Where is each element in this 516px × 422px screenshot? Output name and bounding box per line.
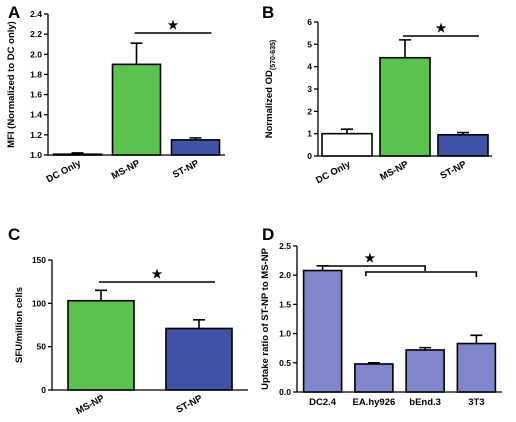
x-tick-label: ST-NP: [439, 159, 469, 182]
y-tick-label: 2.0: [279, 270, 291, 280]
y-tick-label: 2.2: [30, 29, 42, 39]
x-tick-label: 3T3: [468, 397, 484, 408]
bar-dc-only: [52, 153, 103, 156]
significance-star-icon: ★: [364, 251, 375, 265]
panel-c: C 0 50 100 150 SFU/million cells MS-NP ST-NP ★: [8, 225, 248, 417]
x-tick-label: MS-NP: [378, 159, 411, 183]
error-bar: [419, 346, 432, 350]
error-bar: [470, 334, 483, 344]
bar-3t3: [456, 342, 497, 393]
x-tick-label: bEnd.3: [409, 397, 441, 408]
x-tick-label: MS-NP: [110, 158, 143, 182]
panel-letter: C: [8, 225, 20, 244]
error-bar: [341, 128, 353, 134]
panel-letter: A: [8, 3, 20, 22]
y-axis-label: SFU/million cells: [14, 287, 25, 363]
bar-ms-np: [111, 63, 162, 156]
y-tick-label: 0.0: [279, 387, 291, 397]
error-bar: [71, 152, 84, 155]
bar-bend-3: [405, 349, 445, 393]
significance-line: [322, 265, 426, 271]
bar-st-np: [165, 327, 233, 391]
y-axis-label: Uptake ratio of ST-NP to MS-NP: [260, 247, 271, 389]
x-tick-label: ST-NP: [171, 158, 201, 181]
error-bar: [193, 319, 205, 329]
y-tick-label: 4: [307, 62, 312, 72]
y-tick-label: 0: [41, 385, 46, 395]
y-tick-label: 2.5: [279, 241, 291, 251]
bar-ms-np: [379, 56, 431, 157]
y-tick-label: 0: [307, 151, 312, 161]
y-tick-label: 5: [307, 39, 312, 49]
y-tick-label: 150: [32, 255, 46, 265]
y-tick-label: 1.5: [279, 299, 291, 309]
y-tick-label: 50: [37, 342, 47, 352]
y-axis-label: Normalized OD(570-635): [264, 40, 277, 138]
y-tick-label: 2: [307, 106, 312, 116]
y-tick-label: 0.5: [279, 358, 291, 368]
bar-dc-only: [321, 132, 373, 157]
x-tick-label: DC2.4: [309, 397, 337, 408]
y-tick-label: 6: [307, 17, 312, 27]
bar-st-np: [170, 139, 221, 156]
significance-star-icon: ★: [436, 21, 447, 35]
panel-a: A 1.0 1.2 1.4 1.6 1.8 2.0 2.2 2.4 MFI (Normalized…: [6, 3, 225, 185]
y-axis-label: MFI (Normalized to DC only): [6, 21, 17, 148]
panel-letter: B: [262, 3, 274, 22]
y-tick-label: 1: [307, 129, 312, 139]
error-bar: [189, 137, 202, 140]
panel-d: D 0.0 0.5 1.0 1.5 2.0 2.5 Uptake ratio of ST-NP…: [260, 225, 502, 408]
significance-star-icon: ★: [152, 267, 163, 281]
y-tick-label: 1.0: [30, 150, 42, 160]
x-tick-label: DC Only: [45, 158, 84, 186]
error-bar: [95, 289, 107, 301]
y-tick-label: 1.6: [30, 90, 42, 100]
x-tick-label: ST-NP: [175, 393, 205, 416]
error-bar: [130, 42, 143, 65]
bar-st-np: [437, 133, 489, 157]
error-bar: [399, 39, 411, 58]
y-tick-label: 1.8: [30, 69, 42, 79]
y-tick-label: 2.0: [30, 49, 42, 59]
y-tick-label: 1.0: [279, 329, 291, 339]
panel-letter: D: [262, 225, 274, 244]
bar-ea-hy926: [354, 363, 394, 393]
error-bar: [367, 362, 380, 364]
x-tick-label: MS-NP: [74, 393, 107, 417]
y-tick-label: 1.4: [30, 110, 42, 120]
x-tick-label: DC Only: [314, 159, 353, 187]
y-tick-label: 2.4: [30, 9, 42, 19]
y-tick-label: 3: [307, 84, 312, 94]
bar-dc2-4: [302, 269, 343, 393]
significance-line: [365, 271, 478, 277]
x-tick-label: EA.hy926: [352, 397, 395, 408]
error-bar: [457, 131, 469, 135]
panel-b: B 0 1 2 3 4 5 6 Normalized OD(570-635) DC Only MS-…: [262, 3, 492, 186]
y-tick-label: 1.2: [30, 130, 42, 140]
significance-star-icon: ★: [168, 18, 179, 32]
bar-ms-np: [67, 299, 135, 391]
y-tick-label: 100: [32, 298, 46, 308]
